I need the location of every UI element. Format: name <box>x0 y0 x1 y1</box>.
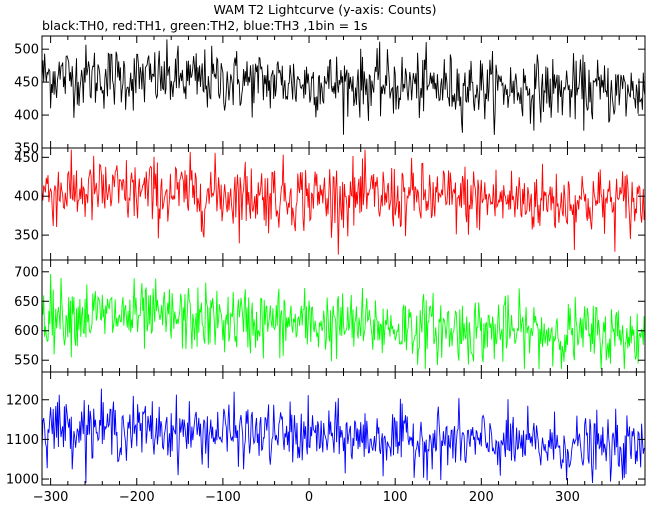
y-tick-label: 500 <box>14 43 39 58</box>
panel-frame <box>41 147 646 261</box>
x-tick-label: 300 <box>555 490 580 505</box>
x-tick-label: −200 <box>119 490 155 505</box>
y-tick-label: 1200 <box>6 393 39 408</box>
panel-th0: 350 400 450 500 <box>14 35 646 157</box>
series-line-th0 <box>41 39 646 135</box>
y-tick-label: 400 <box>14 109 39 124</box>
y-tick-label: 1000 <box>6 473 39 488</box>
series-line-th3 <box>41 388 646 484</box>
x-tick-label: −300 <box>33 490 69 505</box>
panels-layer: 350 400 450 500 350 400 450 550 600 650 700 1000 110… <box>6 35 646 488</box>
y-tick-label: 700 <box>14 265 39 280</box>
panel-th3: 1000 1100 1200 <box>6 371 646 488</box>
y-tick-label: 450 <box>14 76 39 91</box>
series-line-th1 <box>41 149 646 255</box>
chart-subtitle: black:TH0, red:TH1, green:TH2, blue:TH3 … <box>42 18 368 33</box>
y-tick-label: 350 <box>14 142 39 157</box>
y-tick-label: 600 <box>14 324 39 339</box>
x-tick-label: −100 <box>205 490 241 505</box>
y-tick-label: 350 <box>14 229 39 244</box>
chart-title: WAM T2 Lightcurve (y-axis: Counts) <box>213 2 437 17</box>
x-tick-label: 200 <box>469 490 494 505</box>
x-axis: −300 −200 −100 0 100 200 300 <box>33 490 580 505</box>
x-tick-label: 0 <box>305 490 313 505</box>
y-tick-label: 650 <box>14 295 39 310</box>
panel-th2: 550 600 650 700 <box>14 259 646 373</box>
y-tick-label: 550 <box>14 354 39 369</box>
y-tick-label: 1100 <box>6 433 39 448</box>
series-line-th2 <box>41 273 646 370</box>
y-tick-label: 400 <box>14 190 39 205</box>
y-tick-label: 450 <box>14 151 39 166</box>
x-tick-label: 100 <box>383 490 408 505</box>
panel-th1: 350 400 450 <box>14 147 646 261</box>
